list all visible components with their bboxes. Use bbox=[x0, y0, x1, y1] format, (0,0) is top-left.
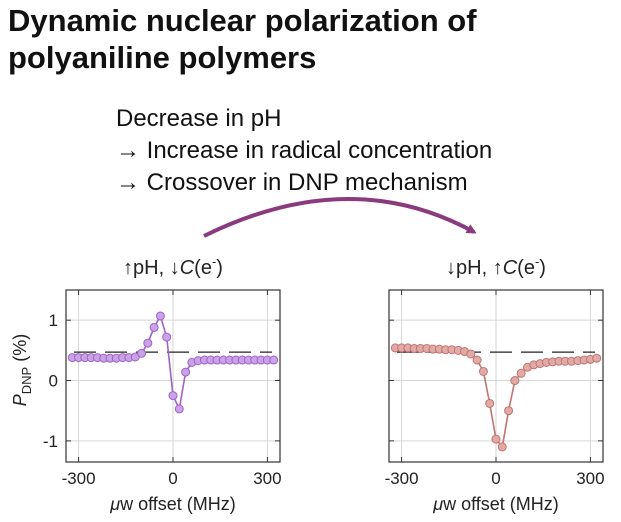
x-axis-label: μw offset (MHz) bbox=[432, 494, 559, 514]
data-point bbox=[466, 349, 476, 359]
data-point bbox=[478, 366, 488, 376]
data-point bbox=[162, 332, 172, 342]
x-tick-label: -300 bbox=[385, 469, 419, 488]
data-point bbox=[592, 353, 602, 363]
data-point bbox=[516, 368, 526, 378]
chart-title: ↑pH, ↓C(e-) bbox=[123, 254, 223, 279]
data-point bbox=[269, 355, 279, 365]
data-point bbox=[504, 406, 514, 416]
mechanism-notes: Decrease in pH → Increase in radical con… bbox=[116, 103, 616, 199]
chart-high-ph: -300 0 300 1 0 -1 ↑pH, ↓C(e-) μw offset (MHz) PD… bbox=[10, 254, 282, 514]
data-point bbox=[168, 391, 178, 401]
chart-low-ph: -300 0 300 ↓pH, ↑C(e-) μw offset (MHz) bbox=[385, 254, 605, 514]
data-point bbox=[155, 311, 165, 321]
title-line-2: polyaniline polymers bbox=[8, 40, 317, 75]
y-tick-label: 1 bbox=[49, 311, 58, 330]
data-point bbox=[497, 442, 507, 452]
x-tick-label: 300 bbox=[253, 469, 281, 488]
y-tick-label: 0 bbox=[49, 372, 58, 391]
data-point bbox=[181, 367, 191, 377]
data-point bbox=[137, 348, 147, 358]
transition-arrow bbox=[203, 197, 477, 238]
data-point bbox=[149, 322, 159, 332]
x-tick-label: 0 bbox=[168, 469, 177, 488]
figure-title: Dynamic nuclear polarization of polyanil… bbox=[8, 2, 608, 76]
data-point bbox=[485, 398, 495, 408]
y-tick-label: -1 bbox=[43, 432, 58, 451]
x-tick-label: -300 bbox=[62, 469, 96, 488]
data-point bbox=[491, 434, 501, 444]
chart-title: ↓pH, ↑C(e-) bbox=[446, 254, 546, 279]
note-line-3: → Crossover in DNP mechanism bbox=[116, 169, 468, 196]
y-axis-label: PDNP (%) bbox=[10, 334, 34, 406]
note-line-1: Decrease in pH bbox=[116, 105, 282, 132]
data-point bbox=[174, 404, 184, 414]
x-axis-label: μw offset (MHz) bbox=[109, 494, 236, 514]
x-tick-label: 0 bbox=[491, 469, 500, 488]
data-point bbox=[143, 338, 153, 348]
title-line-1: Dynamic nuclear polarization of bbox=[8, 3, 477, 38]
note-line-2: → Increase in radical concentration bbox=[116, 137, 493, 164]
data-point bbox=[472, 355, 482, 365]
x-tick-label: 300 bbox=[576, 469, 604, 488]
data-point bbox=[510, 376, 520, 386]
